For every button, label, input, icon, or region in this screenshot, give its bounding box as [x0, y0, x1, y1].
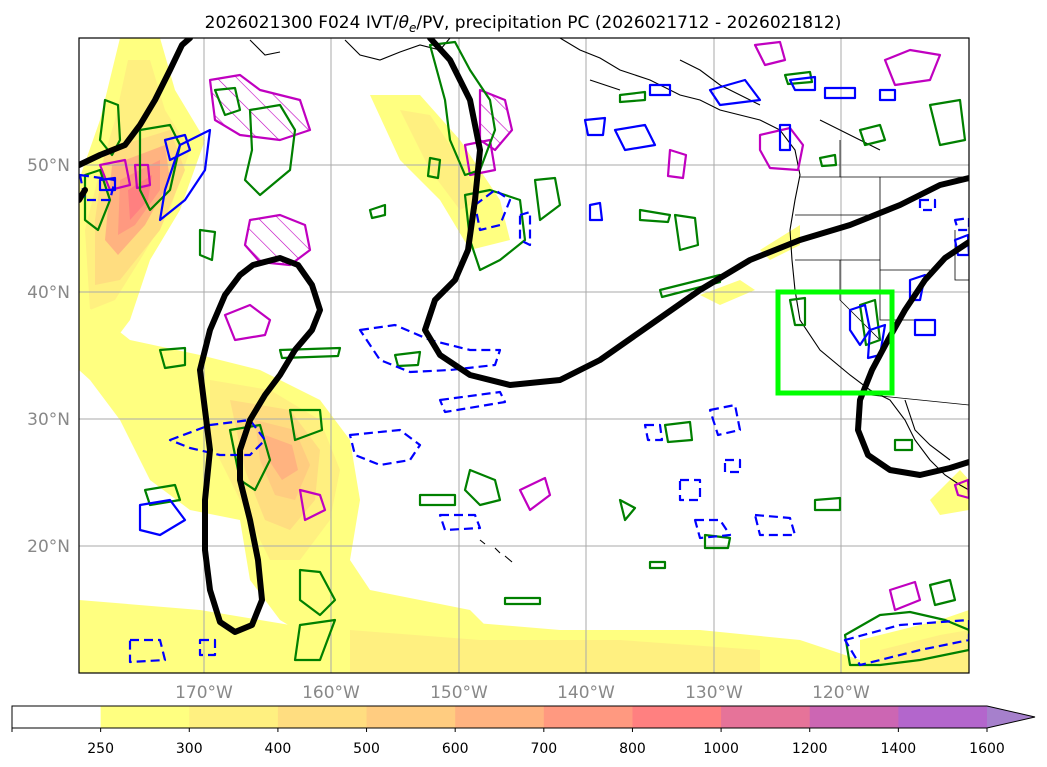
lat-label: 50°N	[27, 156, 70, 176]
lon-label: 170°W	[175, 683, 233, 703]
lon-label: 130°W	[685, 683, 743, 703]
lon-label: 120°W	[812, 683, 870, 703]
colorbar-swatch	[100, 706, 190, 728]
lon-label: 150°W	[430, 683, 488, 703]
colorbar-swatch	[189, 706, 279, 728]
coastlines	[249, 38, 969, 563]
lat-label: 20°N	[27, 537, 70, 557]
colorbar-tick-label: 400	[265, 741, 292, 757]
colorbar-swatch	[898, 706, 988, 728]
longitude-labels: 170°W 160°W 150°W 140°W 130°W 120°W	[175, 683, 870, 703]
colorbar-swatch	[721, 706, 811, 728]
colorbar-swatch	[543, 706, 633, 728]
colorbar-tick-label: 700	[530, 741, 557, 757]
green-contours	[83, 40, 969, 667]
colorbar-swatch	[809, 706, 899, 728]
ivt-colorbar: 250 300 400 500 600 700 800 1000 1200 1400 1600	[11, 705, 1036, 757]
figure-title: 2026021300 F024 IVT/θe/PV, precipitation…	[205, 13, 842, 35]
colorbar-ticks: 250 300 400 500 600 700 800 1000 1200 1400 1600	[11, 728, 1005, 757]
latitude-labels: 50°N 40°N 30°N 20°N	[27, 156, 70, 557]
focus-region-box	[775, 289, 895, 396]
colorbar-tick-label: 1200	[792, 741, 828, 757]
colorbar-swatch	[455, 706, 545, 728]
lat-label: 30°N	[27, 410, 70, 430]
lat-label: 40°N	[27, 283, 70, 303]
colorbar-tick-label: 250	[87, 741, 114, 757]
colorbar-tick-label: 1600	[969, 741, 1005, 757]
colorbar-tick-label: 800	[619, 741, 646, 757]
colorbar-swatches	[12, 706, 988, 728]
colorbar-swatch	[277, 706, 368, 728]
blue-contours	[98, 75, 969, 537]
lon-label: 140°W	[557, 683, 615, 703]
blue-dashed-contours	[79, 173, 969, 667]
lon-label: 160°W	[302, 683, 360, 703]
colorbar-swatch	[12, 706, 102, 728]
map-frame	[78, 37, 970, 674]
colorbar-swatch	[632, 706, 722, 728]
colorbar-tick-label: 300	[176, 741, 203, 757]
colorbar-tick-label: 600	[442, 741, 469, 757]
colorbar-tick-label: 1000	[703, 741, 739, 757]
colorbar-tick-label: 500	[353, 741, 380, 757]
colorbar-tick-label: 1400	[881, 741, 917, 757]
jet-contours	[79, 38, 969, 635]
colorbar-extend-arrow	[987, 706, 1035, 728]
map-area	[79, 38, 969, 673]
colorbar-swatch	[366, 706, 456, 728]
colorbar-outline	[11, 705, 1036, 729]
